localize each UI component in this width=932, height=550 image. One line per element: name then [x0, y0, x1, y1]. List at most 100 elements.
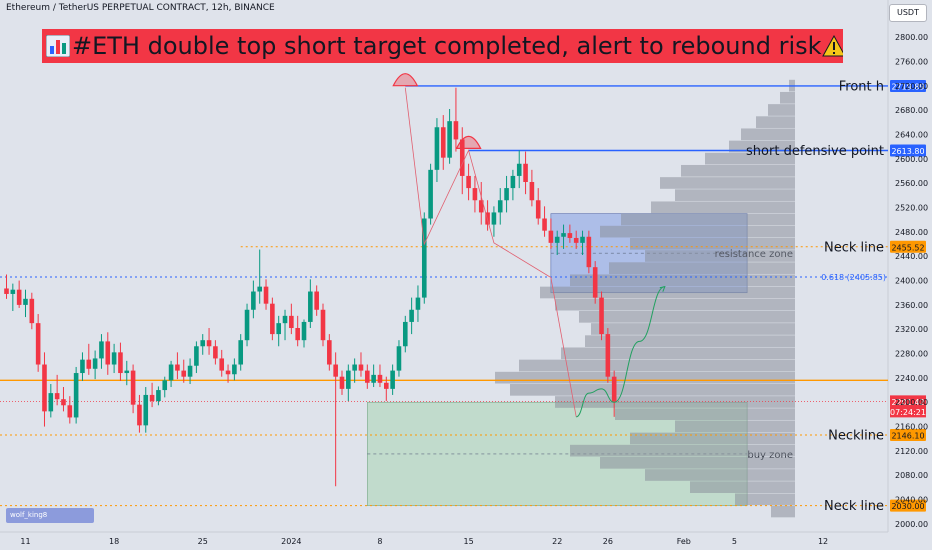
- bar-chart-icon: [46, 35, 70, 57]
- candle-body: [10, 289, 16, 294]
- volume-profile-bar: [705, 152, 795, 165]
- y-tick-label: 2520.00: [895, 204, 928, 213]
- x-tick-label: 8: [377, 537, 382, 546]
- y-tick-label: 2440.00: [895, 252, 928, 261]
- candle-body: [111, 352, 117, 365]
- candle-body: [257, 286, 262, 292]
- candle-body: [130, 370, 136, 405]
- volume-profile-bar: [780, 91, 795, 104]
- candle-body: [459, 139, 465, 176]
- candle-body: [156, 390, 161, 402]
- y-tick-label: 2240.00: [895, 374, 928, 383]
- author-watermark: wolf_king8: [6, 508, 94, 523]
- candle-body: [352, 364, 357, 371]
- candle-body: [415, 297, 421, 310]
- candle-body: [605, 334, 611, 377]
- candle-body: [561, 233, 566, 237]
- level-price-badge: [890, 144, 926, 157]
- volume-profile-bar: [645, 250, 795, 262]
- volume-profile-bar: [540, 286, 795, 299]
- candle-body: [384, 382, 389, 389]
- projection-arrowhead: [659, 285, 666, 292]
- candle-body: [542, 218, 547, 231]
- candle-body: [529, 182, 535, 201]
- candle-body: [200, 340, 206, 347]
- x-tick-label: Feb: [677, 537, 691, 546]
- candle-body: [523, 163, 528, 183]
- volume-profile-bar: [510, 383, 795, 396]
- candle-body: [599, 297, 604, 335]
- y-tick-label: 2160.00: [895, 423, 928, 432]
- y-tick-label: 2280.00: [895, 350, 928, 359]
- y-tick-label: 2080.00: [895, 471, 928, 480]
- volume-profile-bar: [675, 420, 795, 433]
- banner-text: #ETH double top short target completed, …: [72, 32, 822, 60]
- candle-body: [48, 393, 54, 412]
- candle-body: [251, 291, 256, 310]
- double-top-arc: [455, 135, 482, 149]
- x-tick-label: 5: [732, 537, 737, 546]
- candle-body: [535, 200, 541, 219]
- volume-profile-bar: [621, 213, 795, 226]
- y-tick-label: 2040.00: [895, 496, 928, 505]
- volume-profile-bar: [615, 408, 795, 420]
- double-top-path: [404, 87, 577, 417]
- candle-body: [23, 298, 28, 305]
- candle-body: [339, 376, 345, 389]
- candle-body: [365, 370, 370, 383]
- candle-body: [175, 364, 180, 371]
- volume-profile-bar: [756, 116, 795, 128]
- current-price-badge: [890, 395, 926, 418]
- volume-profile-bar: [651, 201, 795, 214]
- volume-profile-bar: [495, 371, 795, 384]
- candle-body: [478, 200, 484, 213]
- level-price-badge-text: 2146.10: [891, 432, 924, 441]
- candle-body: [270, 303, 275, 335]
- candle-body: [54, 393, 60, 400]
- volume-profile-bar: [630, 237, 795, 250]
- volume-profile-bar: [771, 505, 795, 518]
- candle-body: [421, 218, 427, 298]
- candle-body: [238, 340, 244, 365]
- fib-label: 0.618 (2405.85): [821, 273, 886, 282]
- volume-profile-bar: [645, 469, 795, 481]
- candle-body: [244, 309, 250, 341]
- y-tick-label: 2000.00: [895, 520, 928, 529]
- candle-body: [333, 364, 338, 377]
- y-tick-label: 2120.00: [895, 447, 928, 456]
- volume-profile-bar: [660, 177, 795, 189]
- y-tick-label: 2720.00: [895, 82, 928, 91]
- candle-body: [99, 341, 104, 359]
- candle-body: [491, 212, 497, 225]
- candle-body: [396, 346, 402, 371]
- candle-body: [80, 359, 85, 374]
- y-tick-label: 2600.00: [895, 155, 928, 164]
- candle-body: [4, 288, 9, 294]
- currency-button[interactable]: USDT: [889, 4, 927, 22]
- candle-body: [86, 359, 92, 369]
- x-tick-label: 18: [109, 537, 119, 546]
- candle-body: [213, 346, 218, 359]
- volume-profile-bar: [735, 493, 795, 506]
- candle-body: [497, 200, 503, 213]
- candle-body: [16, 289, 22, 305]
- candle-body: [194, 346, 199, 366]
- candle-body: [162, 380, 168, 391]
- level-price-badge: [890, 429, 926, 442]
- candle-body: [124, 370, 130, 374]
- x-tick-label: 15: [463, 537, 473, 546]
- candle-body: [29, 298, 35, 324]
- y-tick-label: 2760.00: [895, 58, 928, 67]
- volume-profile-bar: [591, 323, 795, 335]
- candle-body: [168, 364, 174, 381]
- candle-body: [61, 399, 66, 406]
- candle-body: [263, 286, 269, 304]
- countdown-text: 07:24:21: [890, 408, 926, 417]
- candle-body: [453, 121, 459, 140]
- candle-body: [472, 188, 478, 201]
- volume-profile-bar: [555, 396, 795, 408]
- candle-body: [409, 309, 414, 322]
- level-price-badge-text: 2455.52: [891, 243, 924, 252]
- level-price-badge-text: 2719.89: [891, 82, 924, 91]
